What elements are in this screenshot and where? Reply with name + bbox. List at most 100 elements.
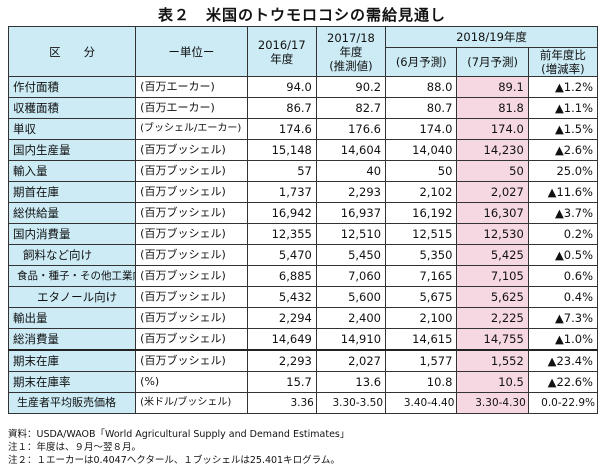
row-unit: (百万ブッシェル) xyxy=(135,181,248,203)
note-1: 注１：年度は、９月～翌８月。 xyxy=(8,442,142,453)
table-row: 国内生産量 (百万ブッシェル) 15,148 14,604 14,040 14,… xyxy=(7,139,599,161)
row-item: 国内消費量 xyxy=(7,223,137,245)
row-change: 0.0-22.9% xyxy=(527,392,599,414)
table-row: 期末在庫 (百万ブッシェル) 2,293 2,027 1,577 1,552 ▲… xyxy=(7,349,599,372)
header-change-text: 前年度比 (増減率) xyxy=(539,48,586,76)
table-row: 総供給量 (百万ブッシェル) 16,942 16,937 16,192 16,3… xyxy=(7,202,599,224)
row-item: 期首在庫 xyxy=(7,181,137,203)
header-june: (6月予測) xyxy=(385,47,458,77)
table-row: 食品・種子・その他工業向け (百万ブッシェル) 6,885 7,060 7,16… xyxy=(7,265,599,287)
row-change: ▲1.2% xyxy=(527,76,599,98)
row-june: 14,040 xyxy=(385,139,458,161)
row-july: 10.5 xyxy=(456,371,529,393)
header-2017: 2017/18 年度 (推測値) xyxy=(315,26,387,77)
table-row: 期末在庫率 (%) 15.7 13.6 10.8 10.5 ▲22.6% xyxy=(7,371,599,393)
row-2016: 14,649 xyxy=(246,328,317,351)
row-item: 収穫面積 xyxy=(7,97,137,119)
source-note: 資料：USDA/WAOB「World Agricultural Supply a… xyxy=(8,429,350,440)
row-june: 174.0 xyxy=(385,118,458,140)
row-july: 50 xyxy=(456,160,529,182)
row-change: ▲3.7% xyxy=(527,202,599,224)
table-row: 単収 (ブッシェル/エーカー) 174.6 176.6 174.0 174.0 … xyxy=(7,118,599,140)
header-2016-text: 2016/17 年度 xyxy=(257,37,306,66)
row-2016: 12,355 xyxy=(246,223,317,245)
row-2016: 16,942 xyxy=(246,202,317,224)
row-change: 25.0% xyxy=(527,160,599,182)
row-2017: 14,910 xyxy=(315,328,387,351)
row-2017: 5,450 xyxy=(315,244,387,266)
row-july: 2,027 xyxy=(456,181,529,203)
table-row: 輸入量 (百万ブッシェル) 57 40 50 50 25.0% xyxy=(7,160,599,182)
row-july: 16,307 xyxy=(456,202,529,224)
row-item: 輸入量 xyxy=(7,160,137,182)
row-2017: 176.6 xyxy=(315,118,387,140)
row-june: 7,165 xyxy=(385,265,458,287)
row-2016: 6,885 xyxy=(246,265,317,287)
row-2017: 2,400 xyxy=(315,307,387,329)
row-july: 1,552 xyxy=(456,349,529,372)
table-row: エタノール向け (百万ブッシェル) 5,432 5,600 5,675 5,62… xyxy=(7,286,599,308)
row-july: 5,625 xyxy=(456,286,529,308)
header-2018: 2018/19年度 xyxy=(385,26,598,48)
table-title: 表２ 米国のトウモロコシの需給見通し xyxy=(157,6,446,24)
row-unit: (百万ブッシェル) xyxy=(135,349,248,372)
row-2016: 3.36 xyxy=(246,392,317,414)
row-item: 期末在庫率 xyxy=(7,371,137,393)
row-2016: 15,148 xyxy=(246,139,317,161)
row-item: 期末在庫 xyxy=(7,349,137,372)
row-july: 174.0 xyxy=(456,118,529,140)
row-2016: 1,737 xyxy=(246,181,317,203)
row-july: 5,425 xyxy=(456,244,529,266)
table-row: 作付面積 (百万エーカー) 94.0 90.2 88.0 89.1 ▲1.2% xyxy=(7,76,599,98)
row-july: 7,105 xyxy=(456,265,529,287)
row-unit: (百万ブッシェル) xyxy=(135,307,248,329)
table-row: 期首在庫 (百万ブッシェル) 1,737 2,293 2,102 2,027 ▲… xyxy=(7,181,599,203)
table-row: 総消費量 (百万ブッシェル) 14,649 14,910 14,615 14,7… xyxy=(7,328,599,351)
row-change: ▲1.0% xyxy=(527,328,599,351)
row-change: ▲22.6% xyxy=(527,371,599,393)
row-item: 生産者平均販売価格 xyxy=(7,392,137,414)
header-july: (7月予測) xyxy=(456,47,529,77)
row-item: 総供給量 xyxy=(7,202,137,224)
row-2016: 2,294 xyxy=(246,307,317,329)
row-july: 89.1 xyxy=(456,76,529,98)
row-unit: (百万ブッシェル) xyxy=(135,286,248,308)
row-july: 14,755 xyxy=(456,328,529,351)
row-unit: (百万ブッシェル) xyxy=(135,223,248,245)
row-item: 輸出量 xyxy=(7,307,137,329)
row-2016: 5,470 xyxy=(246,244,317,266)
row-unit: (百万ブッシェル) xyxy=(135,139,248,161)
row-2017: 12,510 xyxy=(315,223,387,245)
row-unit: (百万エーカー) xyxy=(135,97,248,119)
row-change: ▲23.4% xyxy=(527,349,599,372)
header-category: 区 分 xyxy=(7,26,137,77)
row-2017: 7,060 xyxy=(315,265,387,287)
row-change: ▲1.5% xyxy=(527,118,599,140)
row-unit: (百万エーカー) xyxy=(135,76,248,98)
row-unit: (米ドル/ブッシェル) xyxy=(135,392,248,414)
note-2: 注２：１エーカーは0.4047ヘクタール、１ブッシェルは25.401キログラム。 xyxy=(8,455,340,466)
row-unit: (%) xyxy=(135,371,248,393)
row-june: 2,100 xyxy=(385,307,458,329)
row-unit: (百万ブッシェル) xyxy=(135,160,248,182)
row-unit: (百万ブッシェル) xyxy=(135,244,248,266)
row-item: 飼料など向け xyxy=(7,244,137,266)
row-june: 5,675 xyxy=(385,286,458,308)
row-change: ▲11.6% xyxy=(527,181,599,203)
row-july: 3.30-4.30 xyxy=(456,392,529,414)
row-change: ▲0.5% xyxy=(527,244,599,266)
row-june: 14,615 xyxy=(385,328,458,351)
row-2016: 94.0 xyxy=(246,76,317,98)
row-july: 12,530 xyxy=(456,223,529,245)
header-2016: 2016/17 年度 xyxy=(246,26,317,77)
row-june: 88.0 xyxy=(385,76,458,98)
row-item: 単収 xyxy=(7,118,137,140)
row-change: ▲1.1% xyxy=(527,97,599,119)
row-june: 50 xyxy=(385,160,458,182)
row-2017: 3.30-3.50 xyxy=(315,392,387,414)
row-2016: 5,432 xyxy=(246,286,317,308)
row-item: 総消費量 xyxy=(7,328,137,351)
row-change: ▲2.6% xyxy=(527,139,599,161)
row-july: 2,225 xyxy=(456,307,529,329)
row-unit: (百万ブッシェル) xyxy=(135,328,248,351)
